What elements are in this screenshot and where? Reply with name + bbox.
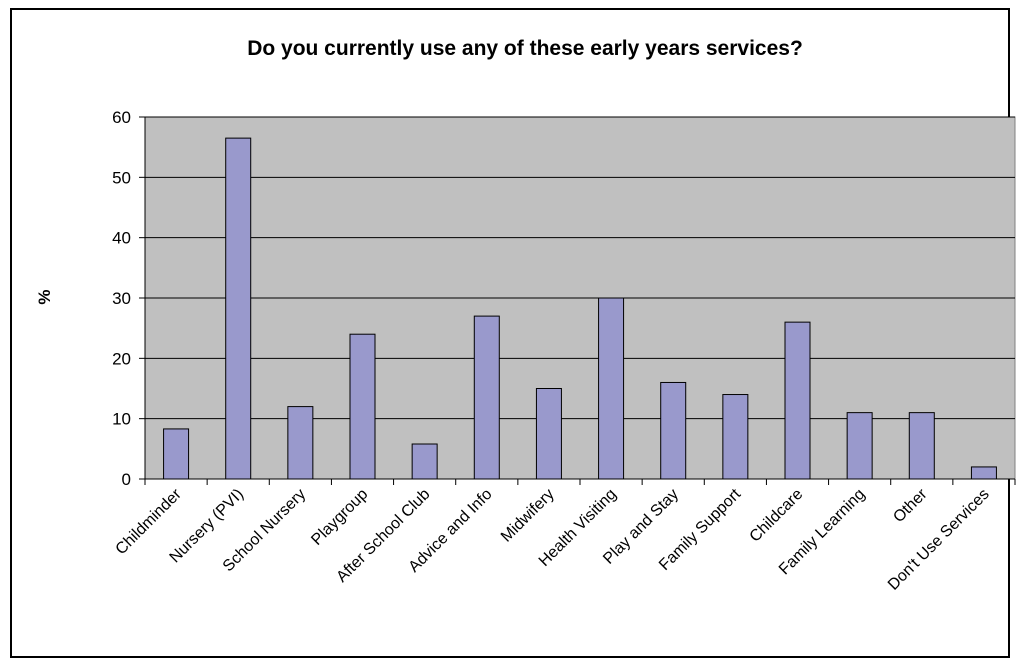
- y-tick-label: 10: [112, 410, 131, 429]
- x-tick-label: Midwifery: [498, 486, 558, 546]
- y-tick-label: 50: [112, 168, 131, 187]
- y-tick-label: 40: [112, 229, 131, 248]
- bar: [163, 428, 190, 480]
- y-tick-label: 20: [112, 349, 131, 368]
- bar: [722, 394, 749, 480]
- bar: [784, 321, 811, 480]
- x-tick-label: Childcare: [747, 486, 807, 546]
- bar: [598, 297, 625, 480]
- y-tick-label: 60: [112, 108, 131, 127]
- bar: [225, 137, 252, 480]
- x-tick-label: Playgroup: [308, 486, 371, 549]
- bar: [970, 466, 997, 480]
- bar: [473, 315, 500, 480]
- bar: [349, 333, 376, 480]
- bar: [846, 412, 873, 480]
- x-tick-label: Other: [890, 485, 931, 526]
- y-tick-label: 0: [122, 470, 131, 489]
- bar: [287, 406, 314, 480]
- bar: [411, 443, 438, 480]
- y-tick-label: 30: [112, 289, 131, 308]
- bar: [660, 381, 687, 480]
- bar: [535, 388, 562, 480]
- chart-title: Do you currently use any of these early …: [247, 37, 803, 60]
- bar: [908, 412, 935, 480]
- y-axis-label: %: [35, 289, 54, 304]
